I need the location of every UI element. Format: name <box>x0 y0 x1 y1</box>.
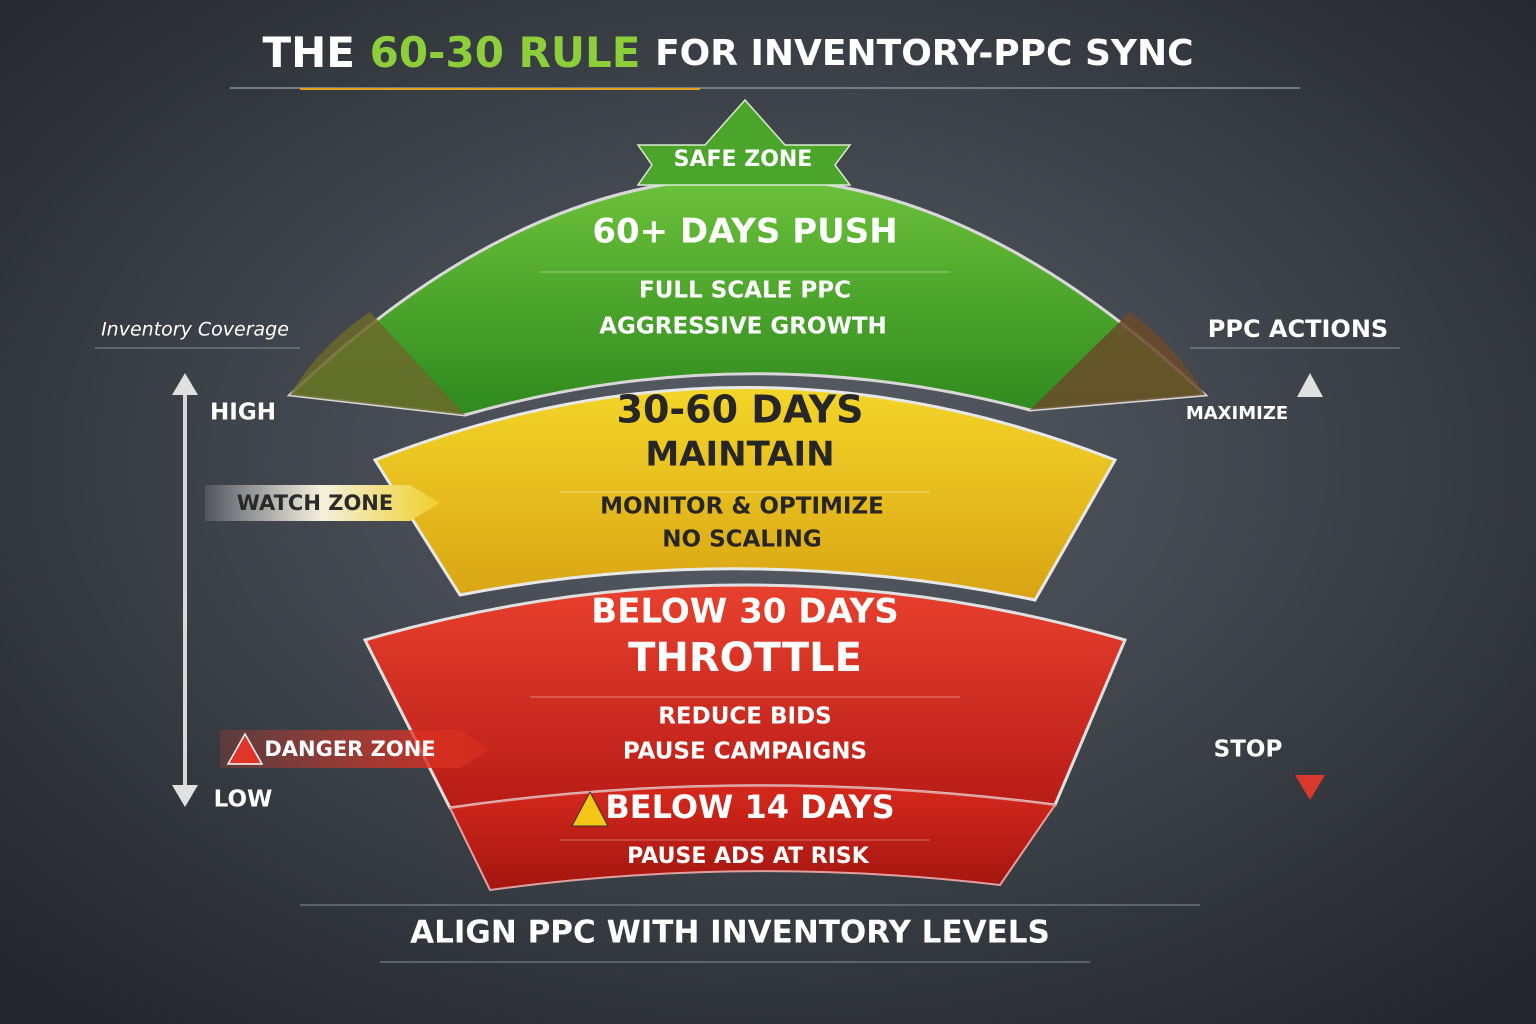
zone-line: REDUCE BIDS <box>658 704 832 730</box>
zone-heading: 30-60 DAYS <box>617 388 864 432</box>
zone-heading: BELOW 30 DAYS <box>591 592 898 632</box>
danger-badge-label: DANGER ZONE <box>264 737 435 761</box>
watch-badge-label: WATCH ZONE <box>237 491 393 515</box>
zone-line: AGGRESSIVE GROWTH <box>599 314 887 340</box>
safe-band-right-edge <box>1030 312 1205 410</box>
left-axis-low: LOW <box>214 787 273 813</box>
danger-badge <box>220 730 490 768</box>
zone-line: PAUSE CAMPAIGNS <box>623 739 867 765</box>
footer: ALIGN PPC WITH INVENTORY LEVELS <box>410 915 1050 951</box>
zone-heading: THROTTLE <box>628 635 862 681</box>
warning-icon <box>226 732 264 765</box>
zone-line: PAUSE ADS AT RISK <box>627 844 870 869</box>
right-axis-low: STOP <box>1214 737 1283 763</box>
zone-line: MONITOR & OPTIMIZE <box>600 494 884 520</box>
watch-badge <box>205 485 440 521</box>
title-prefix: THE <box>262 28 355 77</box>
zone-line: FULL SCALE PPC <box>639 278 851 304</box>
safe-badge-label: SAFE ZONE <box>674 147 813 172</box>
safe-band-left-edge <box>290 312 465 415</box>
zone-heading: 60+ DAYS PUSH <box>592 212 897 252</box>
watch-band <box>372 386 1118 602</box>
zone-line: NO SCALING <box>662 527 821 553</box>
left-axis-high: HIGH <box>210 400 276 426</box>
critical-band <box>448 784 1057 892</box>
warning-icon <box>571 790 609 827</box>
right-axis-arrow-up <box>1297 373 1323 397</box>
title-highlight: 60-30 RULE <box>370 28 641 77</box>
right-axis-arrow-down <box>1295 775 1325 800</box>
zone-heading: BELOW 14 DAYS <box>605 788 894 826</box>
title: THE 60-30 RULE FOR INVENTORY-PPC SYNC <box>262 28 1193 77</box>
right-axis-label: PPC ACTIONS <box>1208 315 1388 343</box>
right-axis-high: MAXIMIZE <box>1186 403 1288 424</box>
safe-badge <box>636 98 852 186</box>
title-suffix: FOR INVENTORY-PPC SYNC <box>655 33 1193 74</box>
left-axis-label: Inventory Coverage <box>101 319 289 341</box>
zone-heading: MAINTAIN <box>645 435 834 475</box>
